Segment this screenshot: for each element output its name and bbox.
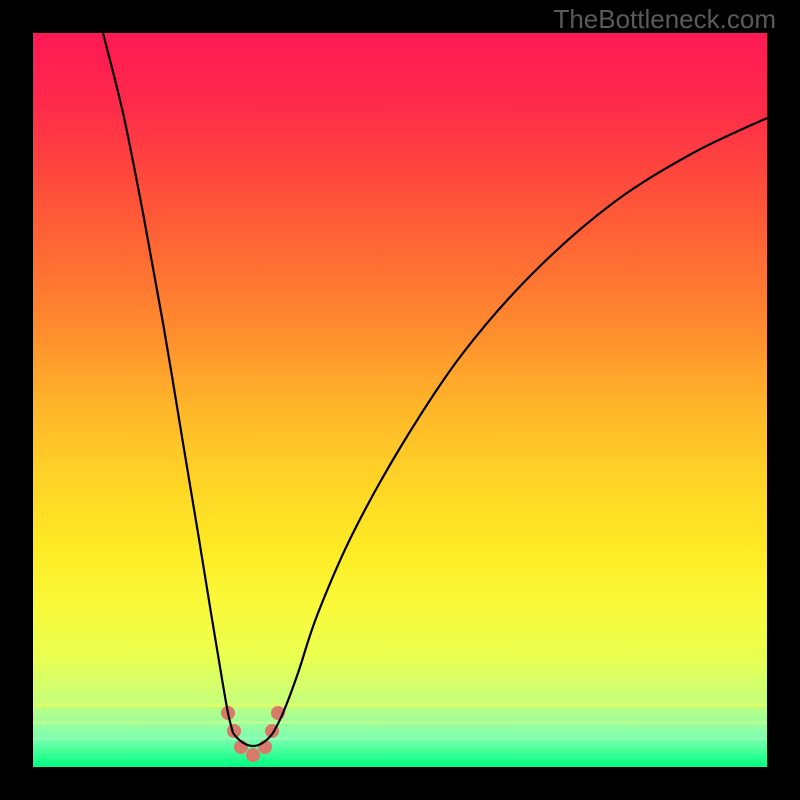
- watermark-text: TheBottleneck.com: [553, 4, 776, 35]
- bottom-band: [33, 703, 767, 707]
- curve-layer: [33, 33, 767, 767]
- bottom-band: [33, 737, 767, 740]
- curve-right-branch: [273, 118, 767, 733]
- chart-container: TheBottleneck.com: [0, 0, 800, 800]
- bottom-band: [33, 721, 767, 724]
- plot-area: [33, 33, 767, 767]
- trough-marker: [246, 748, 260, 762]
- curve-left-branch: [103, 33, 233, 733]
